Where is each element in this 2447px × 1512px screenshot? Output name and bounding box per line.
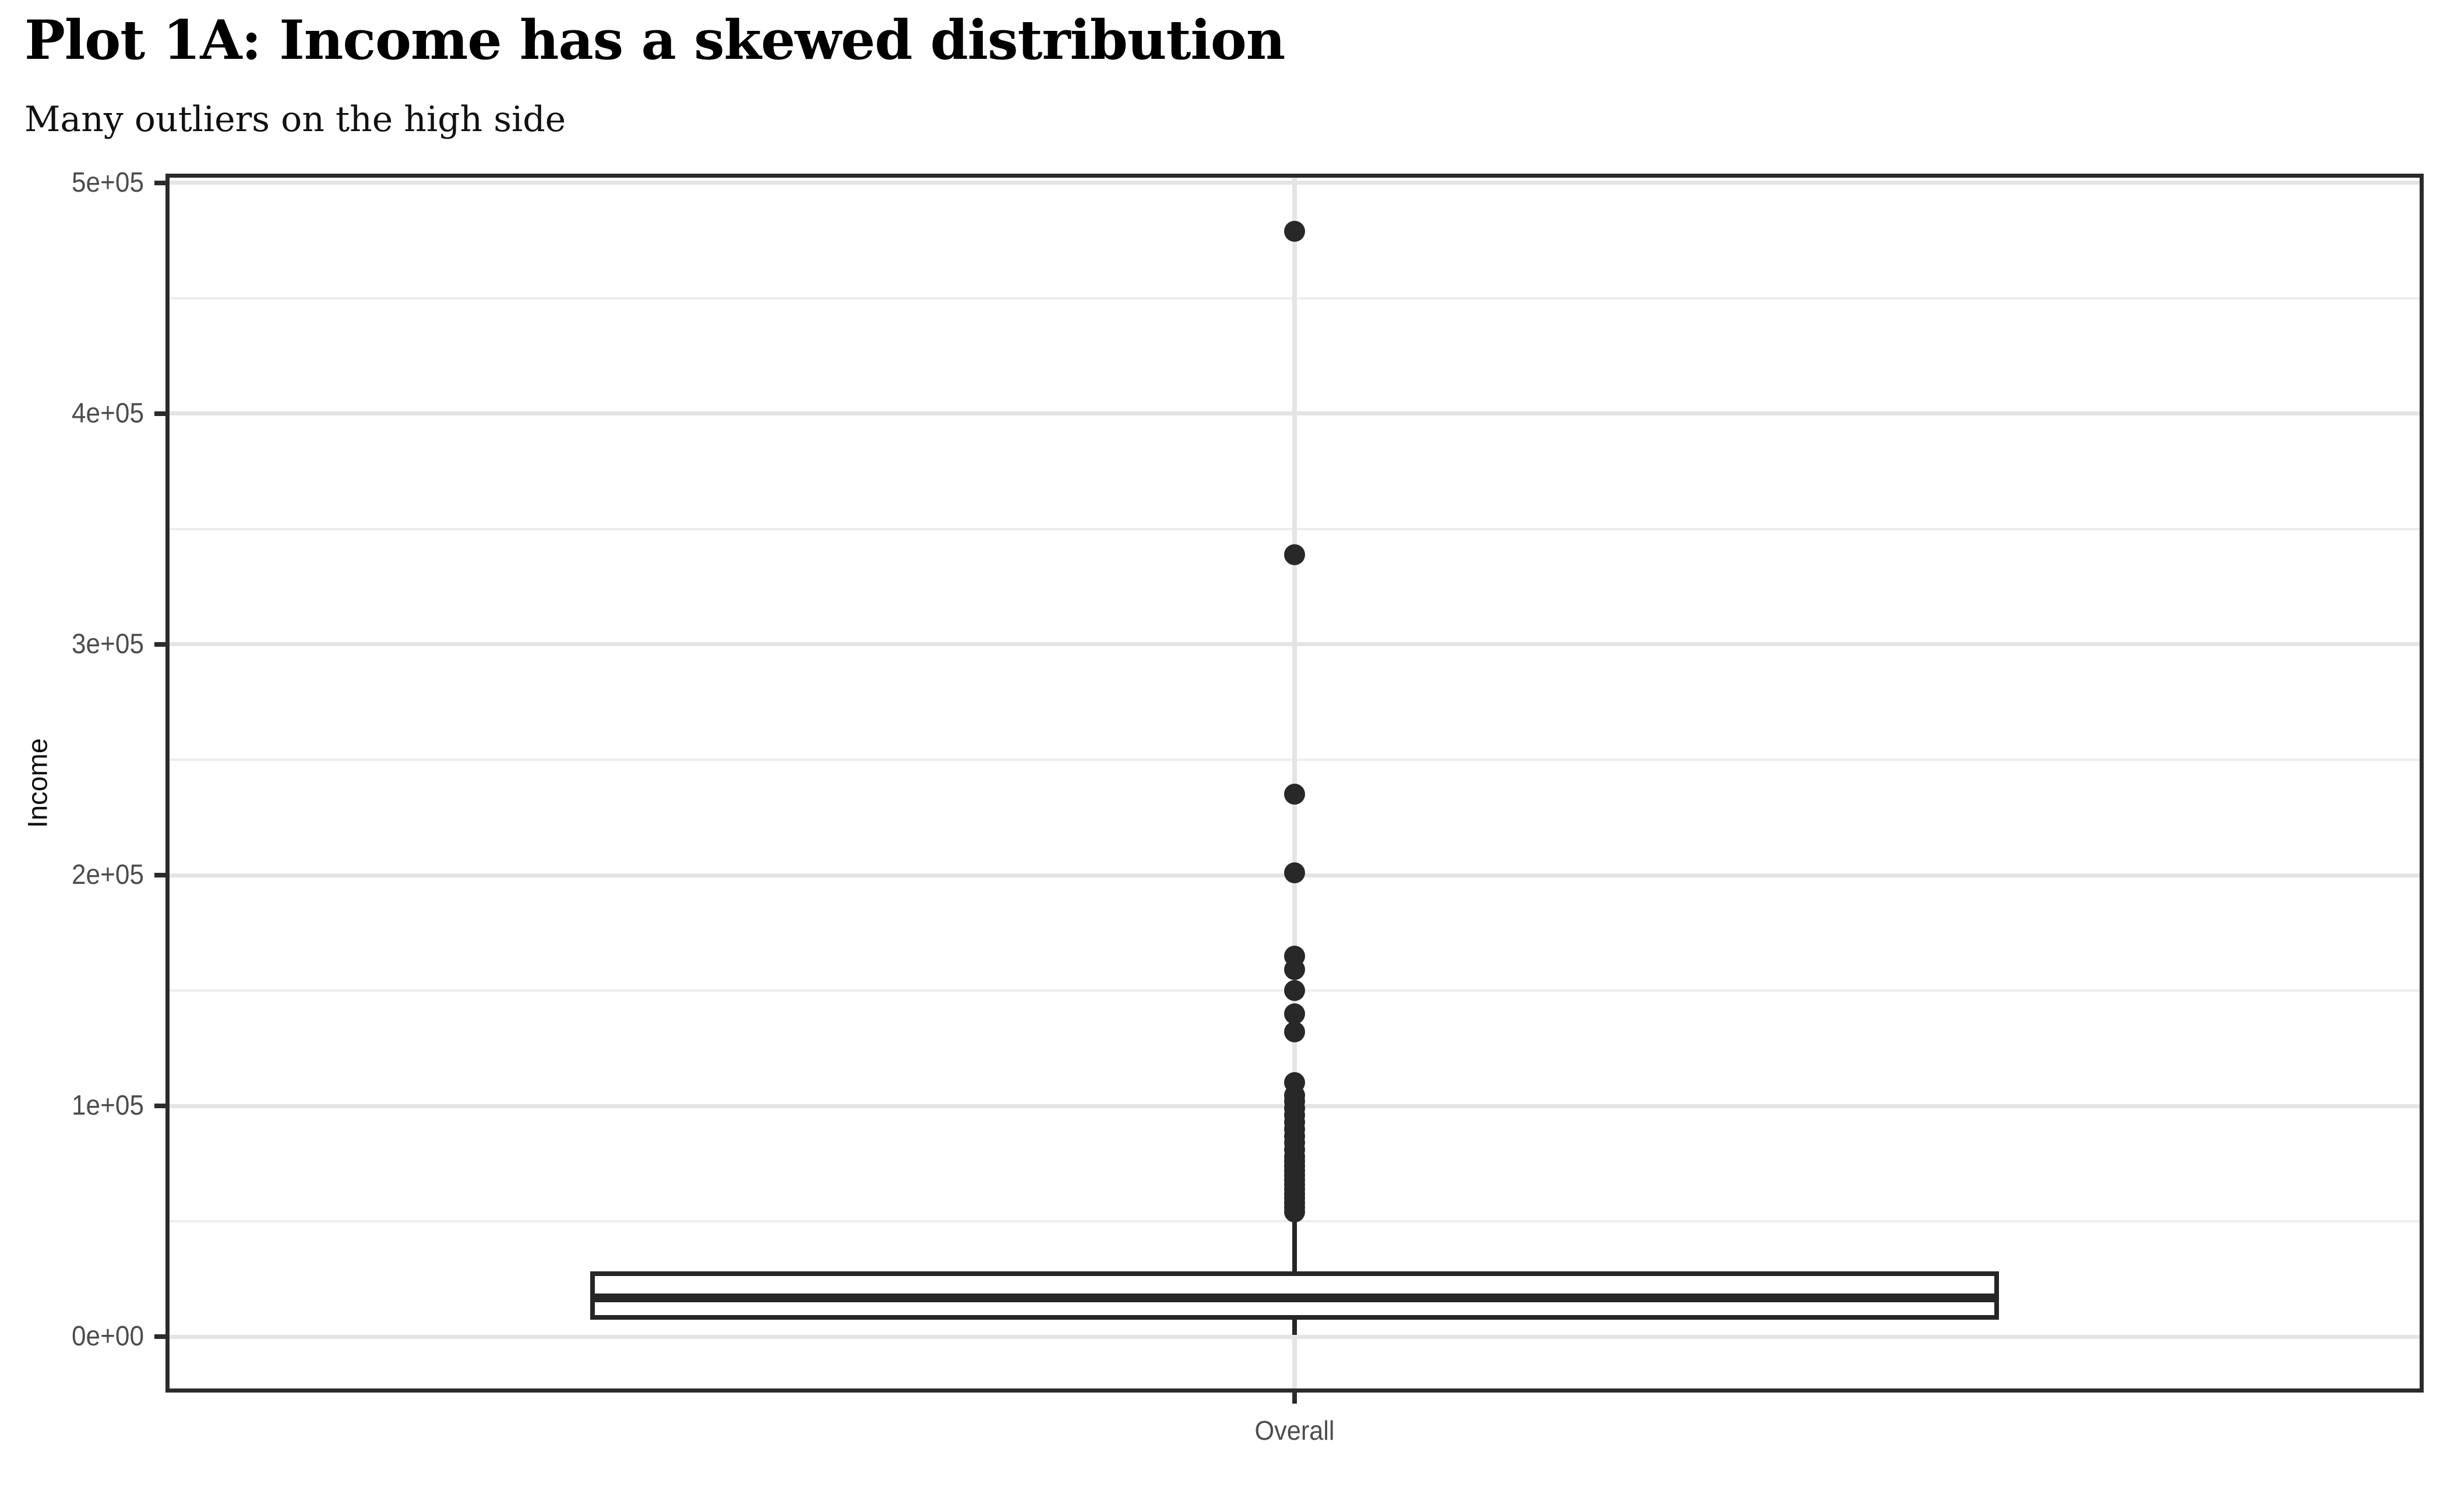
- x-axis-tick: [1292, 1390, 1297, 1404]
- outlier-point: [1284, 784, 1305, 805]
- outlier-point: [1284, 221, 1305, 242]
- outlier-point: [1284, 1021, 1305, 1043]
- outlier-point: [1284, 544, 1305, 565]
- upper-whisker: [1292, 1217, 1297, 1274]
- outlier-point: [1284, 980, 1305, 1002]
- y-axis-tick: [154, 1104, 168, 1109]
- x-gridline: [1292, 176, 1297, 1390]
- x-tick-label: Overall: [1254, 1415, 1335, 1446]
- y-tick-label: 0e+00: [71, 1321, 144, 1352]
- outlier-point: [1284, 1003, 1305, 1024]
- y-axis-tick: [154, 1334, 168, 1340]
- lower-whisker: [1292, 1317, 1297, 1335]
- y-axis-tick: [154, 411, 168, 416]
- chart-subtitle: Many outliers on the high side: [24, 99, 566, 140]
- median-line: [595, 1293, 1994, 1302]
- outlier-point: [1284, 1072, 1305, 1094]
- y-axis-tick: [154, 642, 168, 647]
- y-tick-label: 1e+05: [71, 1090, 144, 1122]
- y-axis-tick: [154, 180, 168, 185]
- outlier-point: [1284, 945, 1305, 967]
- chart-title: Plot 1A: Income has a skewed distributio…: [24, 8, 1285, 72]
- outlier-point: [1284, 862, 1305, 884]
- y-tick-label: 5e+05: [71, 167, 144, 198]
- y-axis-tick: [154, 873, 168, 878]
- y-tick-label: 4e+05: [71, 397, 144, 429]
- y-tick-label: 2e+05: [71, 859, 144, 891]
- y-tick-label: 3e+05: [71, 628, 144, 660]
